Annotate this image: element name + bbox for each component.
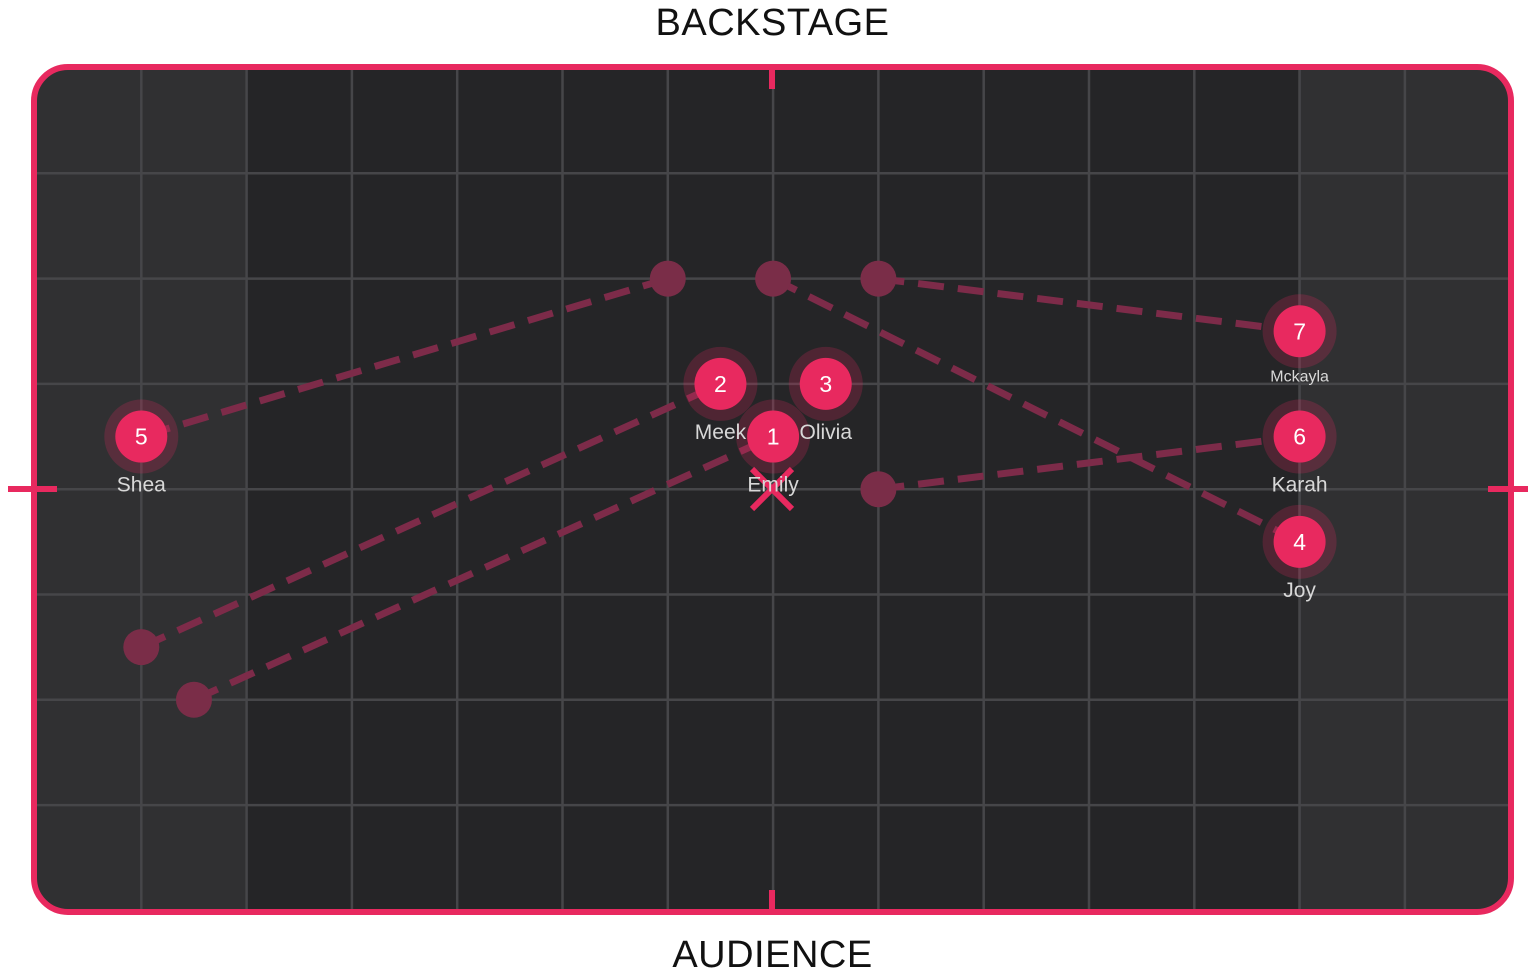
dancer-marker [799,357,852,410]
path-line-7 [877,275,1301,335]
dancer-olivia[interactable]: 3 Olivia [788,346,863,444]
previous-positions [123,260,897,718]
ghost-position-7 [860,260,897,297]
dancer-number: 7 [1293,318,1306,344]
dancer-mckayla[interactable]: 7 Mckayla [1262,294,1337,385]
dancer-emily[interactable]: 1 Emily [736,399,811,497]
transition-paths [139,275,1302,703]
dancer-marker [1273,515,1326,568]
path-line-1 [192,433,775,703]
dancer-name: Meek [695,421,747,444]
ghost-position-5 [649,260,686,297]
dancer-name: Karah [1272,474,1328,497]
dancer-name: Mckayla [1270,368,1329,385]
dancer-shea[interactable]: 5 Shea [104,399,179,497]
dancer-number: 5 [135,424,148,450]
dancer-number: 3 [819,371,832,397]
dancer-name: Joy [1283,579,1316,602]
path-line-6 [877,433,1301,493]
center-markers [8,67,1528,912]
stage-grid [34,67,1511,912]
dancer-number: 4 [1293,529,1306,555]
backstage-label: BACKSTAGE [655,2,890,44]
audience-label: AUDIENCE [672,934,873,976]
dancer-marker [1273,305,1326,358]
dancer-marker [1273,410,1326,463]
dancer-karah[interactable]: 6 Karah [1262,399,1337,497]
ghost-position-4 [755,260,792,297]
path-line-2 [139,380,722,651]
dancer-number: 1 [767,424,780,450]
dancer-number: 2 [714,371,727,397]
ghost-position-6 [860,471,897,508]
dancer-marker [115,410,168,463]
dancer-layer: 1 Emily 2 Meek 3 Olivia 4 Joy 5 Shea 6 Karah 7 Mckayl… [104,294,1337,602]
dancer-marker [747,410,800,463]
path-line-5 [140,275,669,440]
dancer-name: Olivia [799,421,852,444]
dancer-name: Emily [747,474,799,497]
ghost-position-1 [175,681,212,718]
dancer-joy[interactable]: 4 Joy [1262,504,1337,602]
center-mark-icon [749,466,795,512]
path-line-4 [771,275,1302,545]
dancer-name: Shea [117,474,166,497]
ghost-position-2 [123,629,160,666]
dancer-number: 6 [1293,424,1306,450]
dancer-marker [694,357,747,410]
dancer-meek[interactable]: 2 Meek [683,346,758,444]
